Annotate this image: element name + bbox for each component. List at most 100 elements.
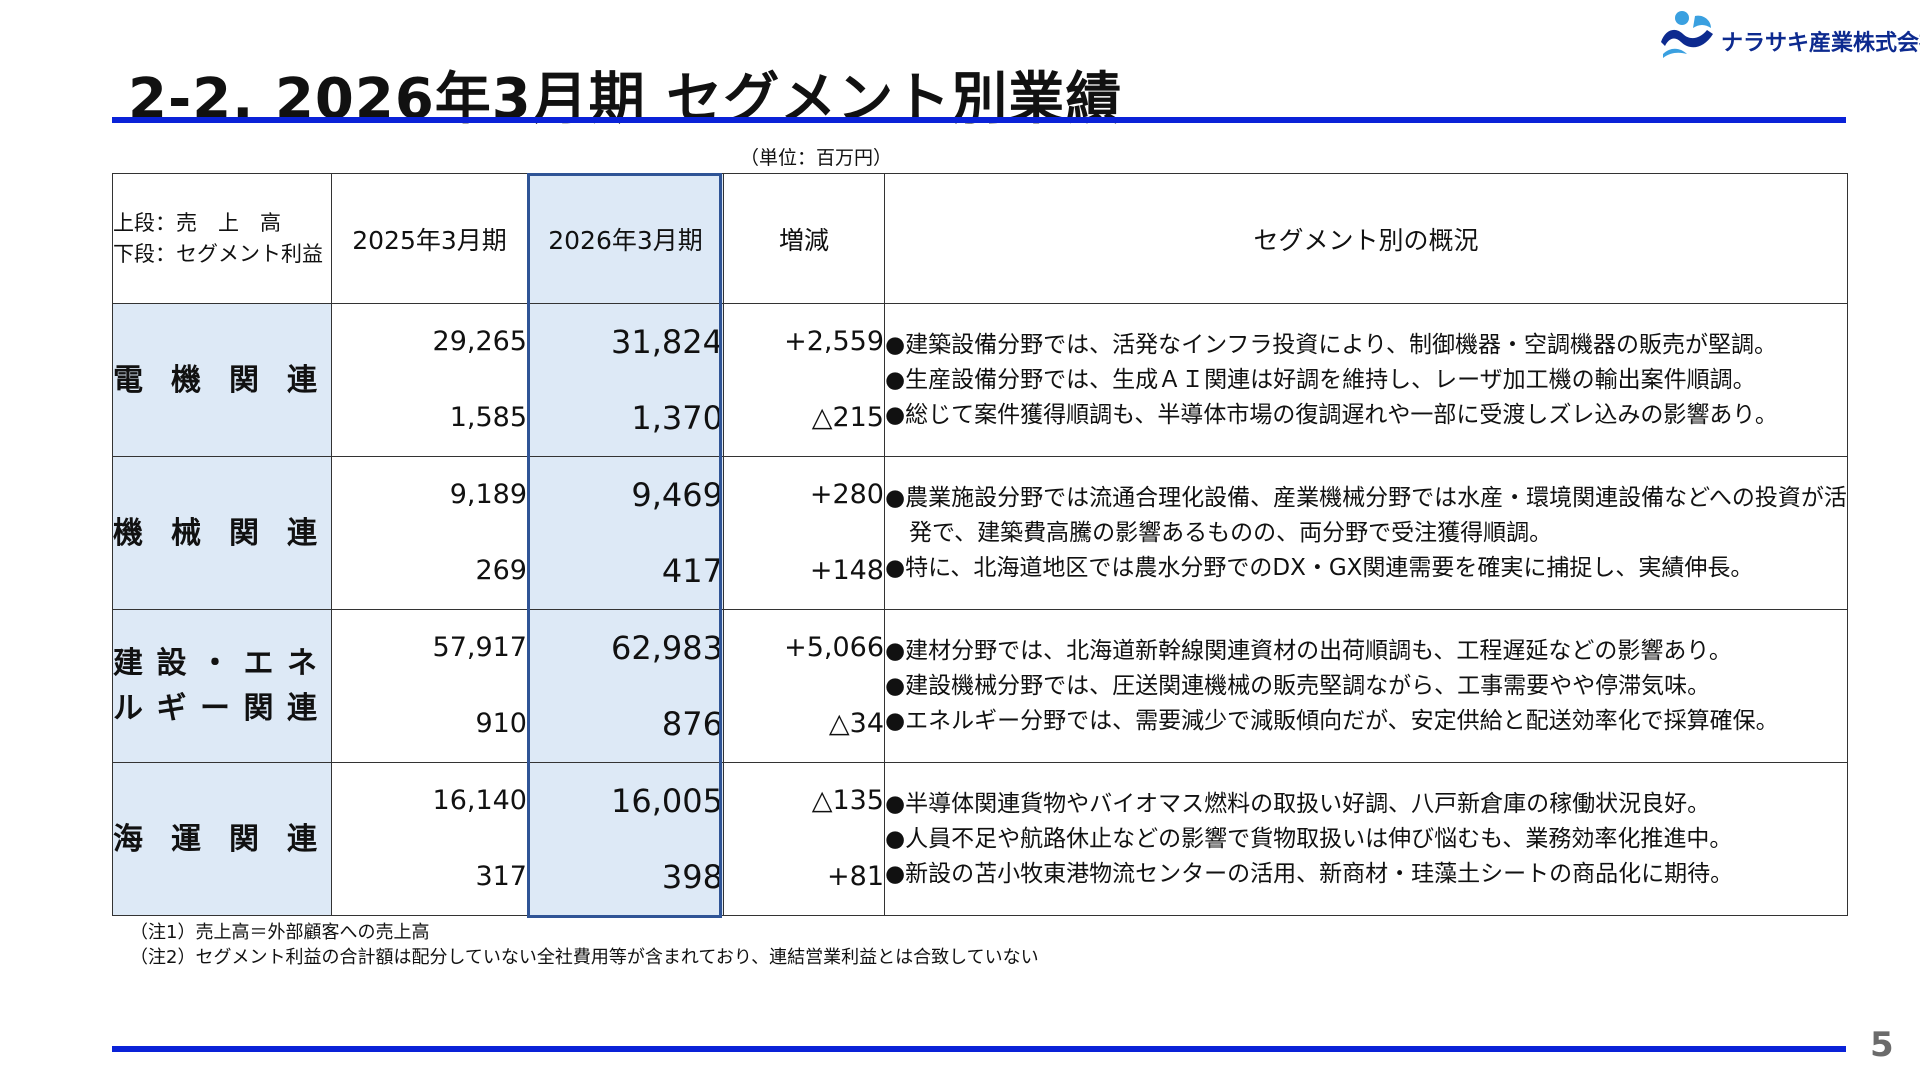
segment-name-char: 関 [229,821,259,857]
segment-name: 電機関連 [112,303,332,457]
segment-overview: ●農業施設分野では流通合理化設備、産業機械分野では水産・環境関連設備などへの投資… [884,456,1848,610]
sales-value: △135 [811,785,884,816]
sales-value: 9,189 [449,479,527,510]
segment-name-line: ルギー関連 [113,686,317,731]
company-name: ナラサキ産業株式会社 [1721,31,1920,56]
sales-value: 57,917 [432,632,527,663]
segment-name-char: 機 [113,515,143,551]
profit-value: 1,370 [631,399,723,437]
segment-name: 建設・エネルギー関連 [112,609,332,763]
segment-table: 上段：売 上 高 下段：セグメント利益 2025年3月期 2026年3月期 増減… [112,173,1848,916]
overview-bullet: ●新設の苫小牧東港物流センターの活用、新商材・珪藻土シートの商品化に期待。 [885,860,1734,887]
overview-bullet: ●総じて案件獲得順調も、半導体市場の復調遅れや一部に受渡しズレ込みの影響あり。 [885,401,1778,428]
segment-name-char: 海 [113,821,143,857]
value-fy2025: 57,917 910 [331,609,528,763]
sales-value: 62,983 [611,629,723,667]
sales-value: 16,140 [432,785,527,816]
segment-name-char: 電 [113,362,143,398]
profit-value: +81 [827,861,884,892]
overview-bullet: ●特に、北海道地区では農水分野でのDX・GX関連需要を確実に捕捉し、実績伸長。 [885,554,1754,581]
segment-name-char: 建 [113,646,143,681]
profit-value: 1,585 [449,402,527,433]
value-fy2026: 31,824 1,370 [527,303,724,457]
table-row: 電機関連 29,265 1,585 31,824 1,370 +2,559 △215 ●建築設… [112,303,1848,457]
overview-bullet: ●農業施設分野では流通合理化設備、産業機械分野では水産・環境関連設備などへの投資… [885,484,1847,546]
segment-name-line: 海運関連 [113,817,317,862]
value-change: +2,559 △215 [723,303,885,457]
sales-value: 16,005 [611,782,723,820]
col-header-overview: セグメント別の概況 [884,173,1848,304]
value-fy2026: 9,469 417 [527,456,724,610]
profit-value: 910 [475,708,527,739]
segment-name: 機械関連 [112,456,332,610]
segment-name-char: 械 [171,515,201,551]
value-fy2025: 29,265 1,585 [331,303,528,457]
sales-value: +5,066 [784,632,884,663]
segment-name-char: 関 [229,515,259,551]
profit-value: 317 [475,861,527,892]
legend-cell: 上段：売 上 高 下段：セグメント利益 [112,173,332,304]
footer-rule [112,1046,1846,1052]
legend-line-2: 下段：セグメント利益 [113,241,323,266]
segment-name-char: ネ [287,646,317,681]
segment-name-char: ー [200,691,230,726]
footnote-2: （注2）セグメント利益の合計額は配分していない全社費用等が含まれており、連結営業… [130,947,1039,968]
page-number: 5 [1870,1025,1894,1065]
table-row: 建設・エネルギー関連 57,917 910 62,983 876 +5,066 △34 ●建材… [112,609,1848,763]
profit-value: +148 [809,555,884,586]
footnote-1: （注1）売上高＝外部顧客への売上高 [130,922,430,943]
segment-name-line: 機械関連 [113,511,317,556]
profit-value: △215 [811,402,884,433]
footnotes: （注1）売上高＝外部顧客への売上高 （注2）セグメント利益の合計額は配分していな… [130,920,1039,970]
segment-name-char: ギ [156,691,187,726]
value-change: +5,066 △34 [723,609,885,763]
segment-name-char: ・ [200,646,230,681]
overview-bullet: ●エネルギー分野では、需要減少で減販傾向だが、安定供給と配送効率化で採算確保。 [885,707,1779,734]
segment-name-char: 関 [243,691,274,726]
sales-value: 9,469 [631,476,723,514]
col-header-fy2025: 2025年3月期 [331,173,528,304]
table-header-row: 上段：売 上 高 下段：セグメント利益 2025年3月期 2026年3月期 増減… [112,173,1848,304]
profit-value: 398 [661,858,723,896]
value-fy2025: 9,189 269 [331,456,528,610]
segment-overview: ●建材分野では、北海道新幹線関連資材の出荷順調も、工程遅延などの影響あり。 ●建設… [884,609,1848,763]
sales-value: +2,559 [784,326,884,357]
segment-name-char: 設 [156,646,187,681]
table-row: 機械関連 9,189 269 9,469 417 +280 +148 ●農業施設分野では流通合… [112,456,1848,610]
segment-name-char: 連 [287,691,317,726]
company-logo: ナラサキ産業株式会社 [1655,6,1920,62]
legend-line-1: 上段：売 上 高 [113,210,281,235]
overview-bullet: ●生産設備分野では、生成ＡＩ関連は好調を維持し、レーザ加工機の輸出案件順調。 [885,366,1756,393]
value-change: △135 +81 [723,762,885,916]
segment-name-char: 連 [287,515,317,551]
overview-bullet: ●建築設備分野では、活発なインフラ投資により、制御機器・空調機器の販売が堅調。 [885,331,1777,358]
table-row: 海運関連 16,140 317 16,005 398 △135 +81 ●半導体関連貨物やバイ… [112,762,1848,916]
segment-overview: ●建築設備分野では、活発なインフラ投資により、制御機器・空調機器の販売が堅調。 ●… [884,303,1848,457]
value-change: +280 +148 [723,456,885,610]
overview-bullet: ●建材分野では、北海道新幹線関連資材の出荷順調も、工程遅延などの影響あり。 [885,637,1732,664]
segment-name-char: 関 [229,362,259,398]
value-fy2026: 16,005 398 [527,762,724,916]
segment-name-char: 連 [287,362,317,398]
overview-bullet: ●建設機械分野では、圧送関連機械の販売堅調ながら、工事需要やや停滞気味。 [885,672,1711,699]
title-underline [112,117,1846,123]
sales-value: 31,824 [611,323,723,361]
segment-name-char: 連 [287,821,317,857]
segment-name: 海運関連 [112,762,332,916]
segment-name-char: 機 [171,362,201,398]
value-fy2025: 16,140 317 [331,762,528,916]
sales-value: +280 [809,479,884,510]
segment-name-char: エ [243,646,274,681]
unit-label: （単位：百万円） [740,147,893,169]
profit-value: 269 [475,555,527,586]
narasaki-logo-icon [1661,11,1713,58]
segment-name-line: 電機関連 [113,358,317,403]
profit-value: 417 [661,552,723,590]
sales-value: 29,265 [432,326,527,357]
col-header-fy2026: 2026年3月期 [527,173,724,304]
profit-value: △34 [828,708,884,739]
segment-overview: ●半導体関連貨物やバイオマス燃料の取扱い好調、八戸新倉庫の稼働状況良好。 ●人員不… [884,762,1848,916]
profit-value: 876 [661,705,723,743]
segment-name-line: 建設・エネ [113,641,317,686]
overview-bullet: ●人員不足や航路休止などの影響で貨物取扱いは伸び悩むも、業務効率化推進中。 [885,825,1733,852]
